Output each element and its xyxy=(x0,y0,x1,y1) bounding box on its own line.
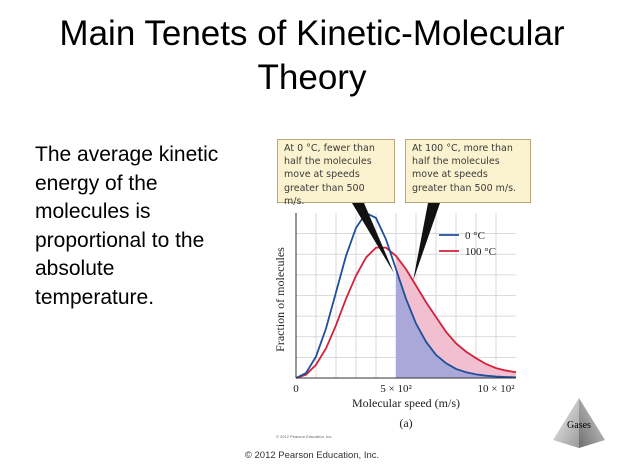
slide-footer: © 2012 Pearson Education, Inc. xyxy=(244,450,380,461)
y-axis-label: Fraction of molecules xyxy=(273,247,287,352)
body-line: absolute xyxy=(35,257,115,280)
gases-nav-label[interactable]: Gases xyxy=(567,420,591,431)
callout-0c: At 0 °C, fewer than half the molecules m… xyxy=(277,139,395,207)
body-line: energy of the xyxy=(35,171,158,195)
title-line-2: Theory xyxy=(257,58,367,97)
shaded-region-0c xyxy=(396,269,516,378)
series-line-100c xyxy=(295,246,517,379)
x-axis-label: Molecular speed (m/s) xyxy=(352,396,460,410)
callout-pointer-100c xyxy=(413,203,440,281)
speed-distribution-chart: 0 5 × 10² 10 × 10² Molecular speed (m/s) Fra… xyxy=(273,203,517,430)
legend-label: 0 °C xyxy=(465,230,485,242)
shaded-region-100c xyxy=(396,255,516,378)
body-line: The average kinetic xyxy=(35,143,219,166)
x-tick-label: 10 × 10² xyxy=(477,383,515,395)
legend-label: 100 °C xyxy=(465,246,496,258)
body-line: temperature. xyxy=(35,285,155,309)
x-tick-label: 0 xyxy=(293,383,299,395)
callout-100c: At 100 °C, more than half the molecules … xyxy=(405,139,531,203)
body-line: molecules is xyxy=(35,200,151,223)
x-tick-label: 5 × 10² xyxy=(380,383,412,395)
title-line-1: Main Tenets of Kinetic-Molecular xyxy=(59,14,565,53)
speed-distribution-figure: 0 5 × 10² 10 × 10² Molecular speed (m/s) Fra… xyxy=(270,135,531,435)
figure-caption: (a) xyxy=(399,416,412,430)
body-line: proportional to the xyxy=(35,228,205,252)
body-text: The average kinetic energy of the molecu… xyxy=(35,141,265,312)
slide-title: Main Tenets of Kinetic-Molecular Theory xyxy=(0,12,624,100)
series-line-0c xyxy=(295,211,517,379)
figure-copyright: © 2012 Pearson Education, Inc. xyxy=(276,434,333,439)
gases-nav-pyramid-icon[interactable] xyxy=(549,396,609,450)
